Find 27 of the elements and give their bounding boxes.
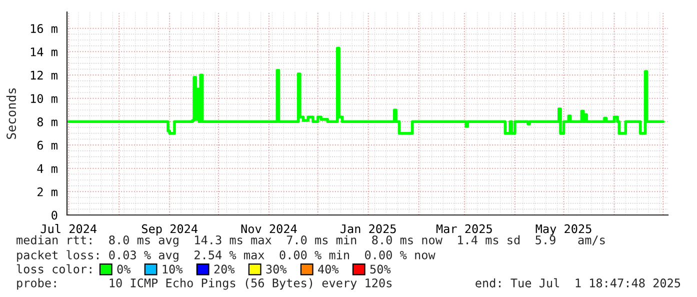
y-tick-label: 8 m — [37, 117, 58, 126]
legend-label: 50% — [370, 264, 391, 274]
legend-label: 40% — [318, 264, 339, 274]
y-tick-label: 6 m — [37, 140, 58, 150]
text: packet loss: 0.03 % avg 2.54 % max 0.00 % min 0.00 % now — [17, 250, 436, 262]
legend-label: 0% — [117, 264, 131, 274]
legend-label: 20% — [214, 264, 235, 274]
y-tick-label: 10 m — [30, 94, 58, 104]
x-tick-label: Mar 2025 — [436, 224, 492, 234]
x-tick-label: Jan 2025 — [340, 224, 396, 234]
x-tick-label: Jul 2024 — [40, 224, 96, 234]
x-tick-label: Nov 2024 — [241, 224, 297, 234]
text: probe: 10 ICMP Echo Pings (56 Bytes) every 120s — [17, 278, 392, 290]
x-tick-label: Sep 2024 — [142, 224, 198, 236]
legend-label: 30% — [266, 264, 287, 274]
y-tick-label: 2 m — [38, 187, 58, 196]
text: end: Tue Jul 1 18:47:48 2025 — [476, 278, 680, 288]
y-axis-title: Seconds — [6, 88, 16, 139]
legend-label: 10% — [162, 264, 183, 274]
y-tick-label: 14 m — [30, 48, 58, 56]
y-tick-label: 12 m — [30, 70, 58, 80]
text: median rtt: 8.0 ms avg 14.3 ms max 7.0 ms min 8.0 ms now 1.4 ms sd 5.9 am/s — [16, 235, 605, 247]
y-tick-label: 0 — [52, 210, 58, 220]
x-tick-label: May 2025 — [536, 224, 592, 236]
legend-title: loss color: — [16, 264, 92, 274]
y-tick-label: 4 m — [37, 164, 58, 173]
y-tick-label: 16 m — [30, 24, 58, 34]
